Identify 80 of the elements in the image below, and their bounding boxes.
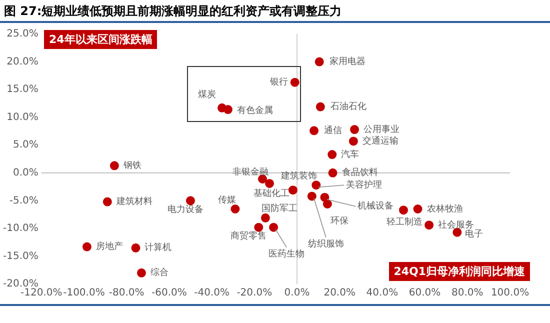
annotation: 煤炭 (198, 89, 216, 100)
point (110, 161, 119, 170)
annotation: 电子 (465, 228, 484, 240)
annotation: 美容护理 (346, 179, 382, 190)
point (328, 150, 337, 160)
point (102, 197, 112, 206)
point (265, 178, 274, 188)
annotation: 商贸零售 (230, 230, 267, 242)
point (398, 206, 408, 215)
point (230, 204, 240, 214)
x-tick-label: -60.0% (151, 288, 187, 299)
annotation: 农林牧渔 (426, 203, 463, 214)
y-tick-label: 0.0% (12, 167, 38, 178)
annotation: 基础化工 (254, 188, 290, 199)
x-tick-label: 100.0% (490, 288, 530, 299)
x-tick-label: 60.0% (408, 288, 441, 299)
point (314, 57, 324, 66)
x-tick-label: -80.0% (108, 288, 144, 299)
x-tick-label: -100.0% (63, 288, 105, 299)
point (269, 222, 278, 232)
annotation: 食品饮料 (342, 167, 378, 178)
annotation: 通信 (324, 125, 342, 136)
annotation: 综合 (150, 267, 168, 278)
y-tick-label: 10.0% (6, 112, 38, 123)
y-tick-label: 5.0% (12, 140, 38, 151)
x-axis-title: 24Q1归母净利润同比增速 (388, 262, 530, 281)
point (312, 180, 321, 190)
annotation: 医药生物 (268, 248, 305, 260)
annotation: 银行 (268, 76, 288, 88)
point (310, 126, 319, 136)
annotation: 国防军工 (261, 203, 298, 214)
annotation: 机械设备 (358, 200, 394, 212)
y-axis-title: 24年以来区间涨跌幅 (44, 30, 158, 49)
y-tick-label: 15.0% (6, 84, 38, 96)
point (82, 242, 92, 252)
point (290, 78, 300, 87)
x-tick-label: 80.0% (452, 288, 484, 299)
annotation: 房地产 (96, 241, 123, 252)
point (223, 105, 232, 114)
y-tick-label: -5.0% (9, 195, 38, 206)
annotation: 石油石化 (330, 101, 366, 112)
annotation: 社会服务 (438, 219, 474, 230)
point (288, 186, 298, 195)
x-tick-label: -20.0% (236, 288, 272, 299)
point (424, 220, 434, 230)
y-tick-label: 25.0% (6, 28, 38, 40)
point (413, 204, 422, 214)
point (328, 168, 338, 178)
annotation: 纺织服饰 (308, 238, 344, 250)
annotation: 有色金属 (236, 104, 273, 116)
annotation: 传媒 (218, 194, 236, 206)
point (131, 243, 140, 252)
point (307, 192, 316, 201)
chart-title: 图 27:短期业绩低预期且前期涨幅明显的红利资产或有调整压力 (4, 3, 342, 20)
y-tick-label: 20.0% (6, 56, 38, 68)
x-tick-label: 0.0% (284, 288, 310, 299)
annotation: 建筑材料 (115, 196, 152, 208)
x-tick-label: -40.0% (194, 288, 230, 299)
y-tick-label: -15.0% (2, 250, 38, 262)
x-tick-label: 20.0% (324, 288, 356, 299)
annotation: 计算机 (144, 242, 172, 254)
point (316, 102, 325, 112)
x-tick-label: -120.0% (20, 288, 62, 299)
point (136, 268, 146, 278)
annotation: 轻工制造 (386, 216, 422, 228)
point (322, 200, 332, 208)
annotation: 钢铁 (122, 160, 142, 172)
annotation: 电力设备 (167, 204, 204, 216)
x-tick-label: 40.0% (366, 288, 398, 299)
y-tick-label: -10.0% (2, 223, 38, 234)
annotation: 家用电器 (329, 56, 366, 68)
point (350, 125, 359, 134)
annotation: 环保 (330, 215, 348, 226)
annotation: 公用事业 (364, 124, 400, 135)
point (348, 136, 358, 146)
annotation: 非银金融 (232, 166, 268, 178)
annotation: 汽车 (341, 148, 360, 160)
annotation: 建筑装饰 (280, 170, 317, 182)
point (260, 213, 270, 222)
annotation: 交通运输 (362, 136, 398, 147)
